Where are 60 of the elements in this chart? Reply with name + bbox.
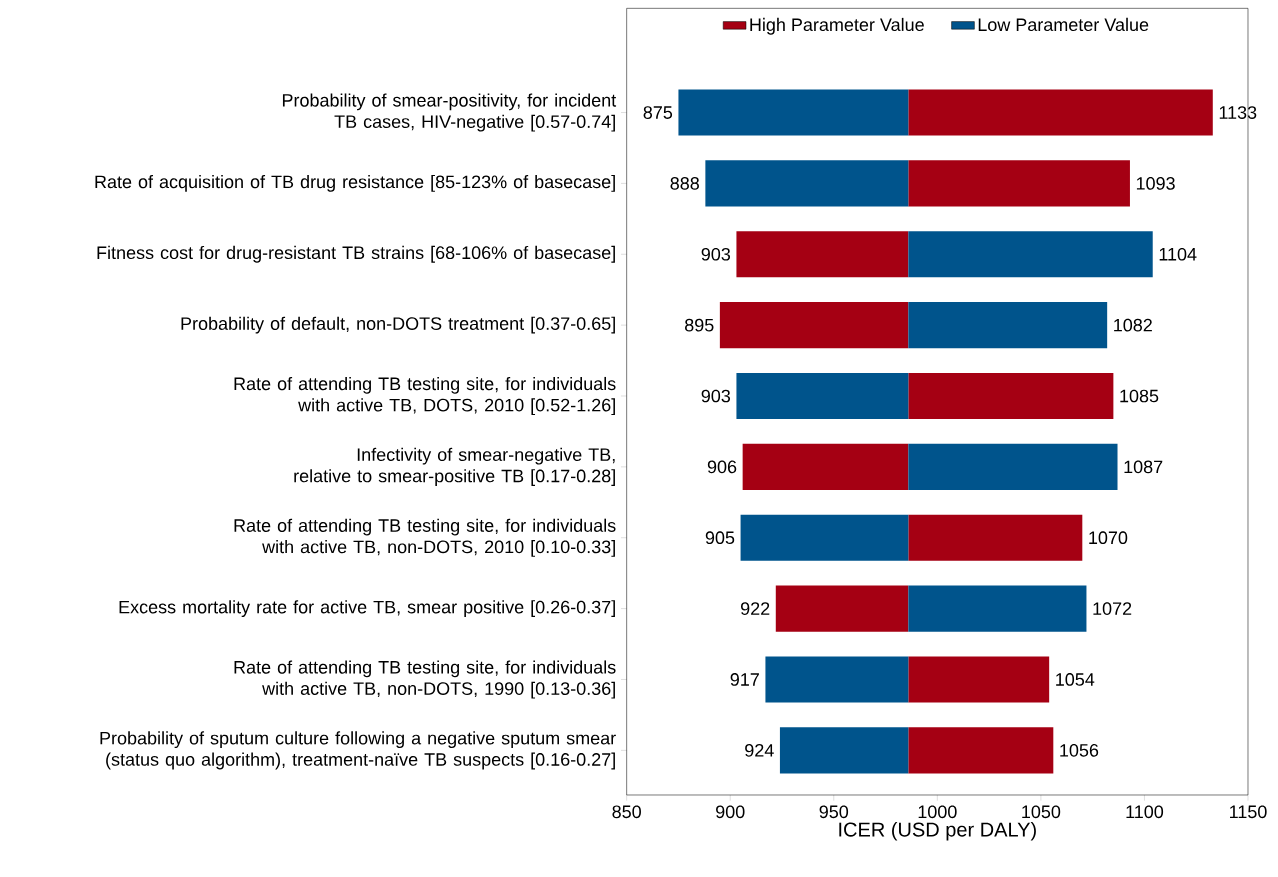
bar [775,585,909,632]
bar [908,727,1054,774]
bar [765,656,909,703]
bar [908,231,1153,278]
x-tick-label: 900 [716,805,745,819]
bar [736,372,909,420]
bar [719,302,909,349]
x-axis-title: ICER (USD per DALY) [839,821,1036,841]
data-label: 1082 [1114,318,1152,332]
bar [908,443,1118,490]
data-label: 1072 [1093,602,1132,615]
data-label: 1070 [1089,531,1128,545]
data-label: 1104 [1159,247,1197,261]
data-label: 1133 [1219,106,1257,119]
y-tick-label: Probability of default, non-DOTS treatment [0.37-0.65] [181,316,615,334]
bar [908,585,1087,632]
y-tick-label: Rate of attending TB testing site, for individuals with active TB, DOTS, 2010 [0.52-1.26] [234,376,616,416]
y-tick-label: Probability of sputum culture following a negative sputum smear (status quo algorithm), treatment-naïve TB suspects [0.16-0.27] [100,731,616,770]
bar [779,727,909,774]
y-tick-label: Rate of attending TB testing site, for individuals with active TB, non-DOTS, 2010 [0.10-0.33] [234,518,616,557]
y-tick-label: Infectivity of smear-negative TB, relative to smear-positive TB [0.17-0.28] [294,447,615,486]
x-tick-label: 1150 [1230,805,1267,819]
data-label: 888 [670,177,699,190]
data-label: 922 [740,602,770,615]
bar [740,514,909,561]
data-label: 903 [701,247,731,261]
legend-label: Low Parameter Value [978,17,1149,32]
data-label: 905 [705,531,735,545]
data-label: 903 [701,389,731,403]
data-label: 1056 [1060,743,1099,757]
data-label: 917 [730,673,759,686]
data-label: 895 [685,318,714,332]
bar [908,514,1083,561]
bar [908,372,1114,420]
bar [742,443,909,490]
bar [908,656,1050,703]
x-tick-label: 850 [612,805,641,819]
x-tick-label: 1050 [1022,805,1061,819]
data-label: 1054 [1056,673,1095,686]
bar [908,160,1130,207]
y-tick-label: Probability of smear-positivity, for incident TB cases, HIV-negative [0.57-0.74] [282,93,617,132]
bar [678,89,909,136]
x-tick-label: 1100 [1126,805,1164,819]
data-label: 924 [745,743,774,757]
x-tick-label: 950 [819,805,849,819]
data-label: 875 [643,106,673,119]
x-tick-label: 1000 [918,805,957,819]
data-label: 1087 [1124,460,1163,474]
y-tick-label: Rate of attending TB testing site, for individuals with active TB, non-DOTS, 1990 [0.13-0.36] [234,660,616,699]
data-label: 906 [707,460,737,474]
legend-label: High Parameter Value [750,17,924,35]
data-label: 1093 [1136,177,1175,190]
y-tick-label: Excess mortality rate for active TB, smear positive [0.26-0.37] [119,600,615,617]
y-tick-label: Rate of acquisition of TB drug resistance [85-123% of basecase] [95,174,615,192]
bar [908,302,1108,349]
data-label: 1085 [1120,389,1159,403]
y-tick-label: Fitness cost for drug-resistant TB strains [68-106% of basecase] [97,245,615,263]
bar [736,231,909,278]
bar [908,89,1213,136]
bar [705,160,909,207]
